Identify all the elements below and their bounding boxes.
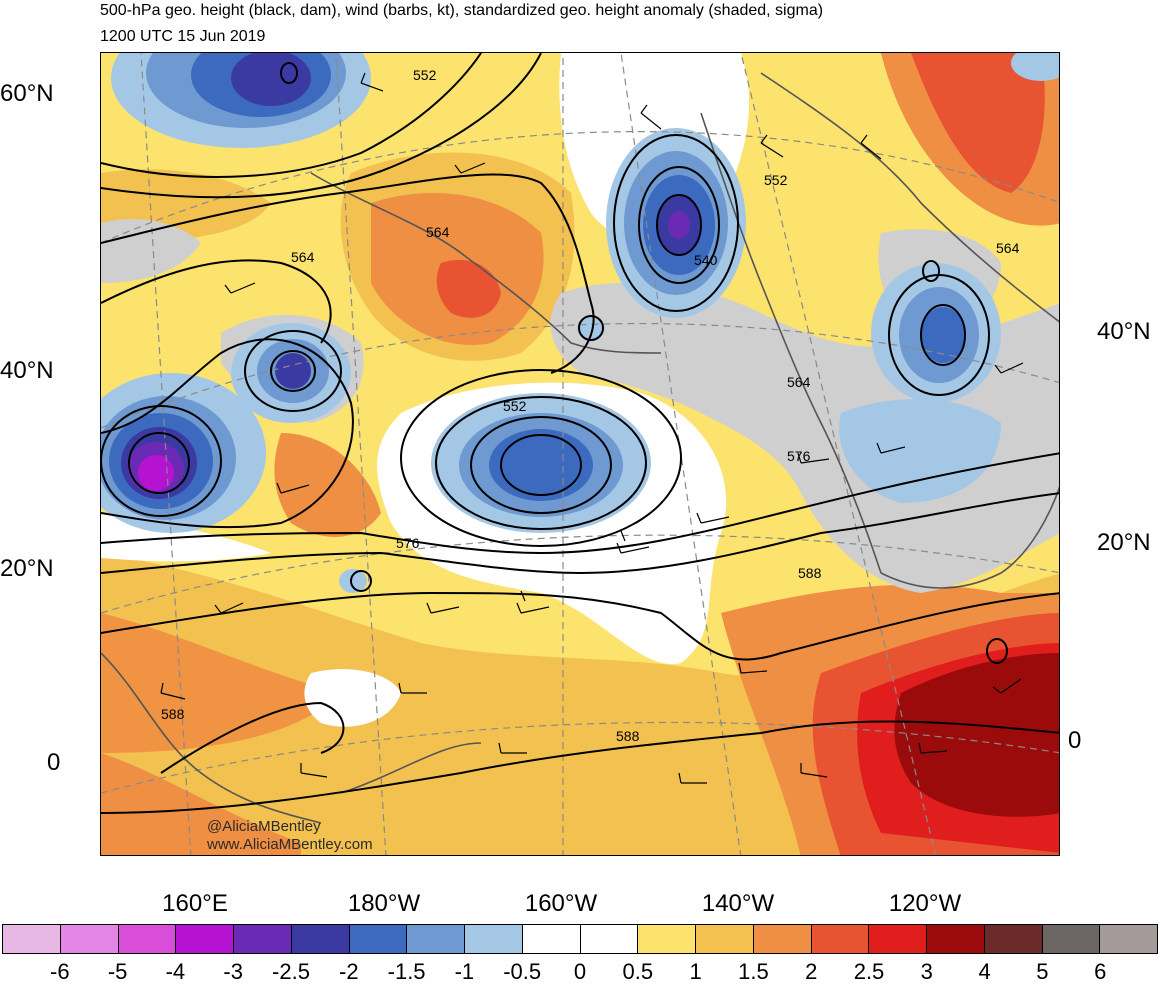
contour-label: 588 — [616, 728, 640, 744]
map-canvas: 552 564 564 564 552 540 552 564 576 576 … — [101, 53, 1059, 855]
contour-label: 588 — [798, 565, 822, 581]
colorbar-label: 3 — [920, 959, 933, 984]
lon-label-140w: 140°W — [701, 890, 775, 917]
lat-label-right-40n: 40°N — [1097, 318, 1151, 345]
graticule — [101, 53, 1059, 855]
lat-label-right-0: 0 — [1068, 727, 1082, 754]
anomaly-map: 552 564 564 564 552 540 552 564 576 576 … — [100, 52, 1060, 856]
colorbar-swatch — [753, 925, 812, 953]
colorbar-label: -3 — [223, 959, 243, 984]
colorbar-label: 1 — [689, 959, 702, 984]
lon-label-160e: 160°E — [162, 890, 228, 917]
colorbar-swatch — [407, 925, 465, 953]
coastlines — [101, 72, 1059, 824]
valid-time: 1200 UTC 15 Jun 2019 — [100, 28, 266, 45]
colorbar-swatch — [1100, 925, 1157, 953]
colorbar-swatch — [522, 925, 581, 953]
contour-label: 564 — [291, 249, 315, 265]
map-title: 500-hPa geo. height (black, dam), wind (… — [100, 2, 824, 19]
contour-labels: 552 564 564 564 552 540 552 564 576 576 … — [161, 67, 1020, 744]
colorbar-label: 0.5 — [622, 959, 654, 984]
colorbar — [2, 924, 1158, 954]
colorbar-label: -1 — [454, 959, 475, 984]
contour-label: 564 — [996, 240, 1020, 256]
negative-anomaly-shading — [101, 53, 1059, 593]
lat-label-0: 0 — [47, 749, 61, 776]
colorbar-swatch — [696, 925, 754, 953]
colorbar-label: 5 — [1036, 959, 1049, 984]
colorbar-swatch — [927, 925, 985, 953]
height-contours — [101, 53, 1059, 814]
lon-label-160w: 160°W — [524, 890, 598, 917]
colorbar-swatch — [869, 925, 927, 953]
colorbar-swatch — [1042, 925, 1101, 953]
contour-label: 564 — [426, 224, 450, 240]
colorbar-swatch — [234, 925, 292, 953]
colorbar-swatch — [811, 925, 870, 953]
contour-label: 552 — [413, 67, 437, 83]
colorbar-label: -2.5 — [272, 959, 310, 984]
contour-label: 564 — [787, 374, 811, 390]
colorbar-label: -1.5 — [387, 959, 426, 984]
colorbar-label: 6 — [1094, 959, 1107, 984]
lat-label-20n: 20°N — [0, 555, 54, 582]
contour-label: 552 — [503, 398, 527, 414]
colorbar-label: -6 — [50, 959, 70, 984]
colorbar-swatch — [118, 925, 177, 953]
lat-label-40n: 40°N — [0, 357, 54, 384]
colorbar-label: -0.5 — [503, 959, 542, 984]
colorbar-swatch — [984, 925, 1043, 953]
colorbar-label: 4 — [978, 959, 991, 984]
colorbar-label: -5 — [107, 959, 128, 984]
colorbar-swatch — [580, 925, 639, 953]
colorbar-label: -2 — [339, 959, 359, 984]
colorbar-swatch — [60, 925, 119, 953]
colorbar-swatch — [176, 925, 234, 953]
colorbar-label: 2.5 — [853, 959, 885, 984]
colorbar-swatch — [638, 925, 696, 953]
colorbar-swatch — [349, 925, 408, 953]
lon-label-180w: 180°W — [347, 890, 421, 917]
positive-anomaly-shading — [101, 53, 1059, 855]
colorbar-swatch — [291, 925, 350, 953]
credit-handle: @AliciaMBentley — [207, 818, 321, 835]
contour-label: 540 — [694, 252, 718, 268]
colorbar-label: 0 — [573, 959, 587, 984]
lat-label-60n: 60°N — [0, 80, 54, 107]
colorbar-swatch — [465, 925, 523, 953]
contour-label: 588 — [161, 706, 185, 722]
contour-label: 552 — [764, 172, 788, 188]
credit-website: www.AliciaMBentley.com — [207, 836, 373, 853]
lat-label-right-20n: 20°N — [1097, 529, 1151, 556]
colorbar-label: 2 — [805, 959, 818, 984]
wind-barbs — [160, 72, 1024, 784]
lon-label-120w: 120°W — [888, 890, 962, 917]
colorbar-label: -4 — [165, 959, 186, 984]
colorbar-label: 1.5 — [738, 959, 769, 984]
colorbar-swatch — [3, 925, 61, 953]
contour-label: 576 — [396, 535, 420, 551]
